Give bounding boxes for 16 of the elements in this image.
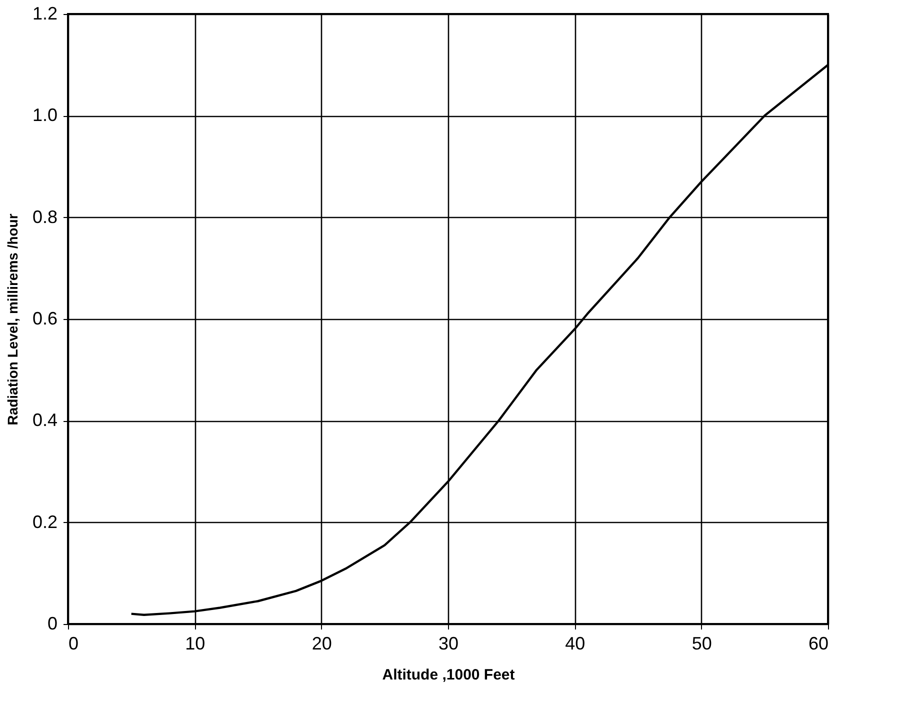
y-tick-label: 0.6 [32,308,58,328]
x-tick-label: 40 [565,634,586,654]
x-tick-label: 0 [68,634,79,654]
x-axis-title: Altitude ,1000 Feet [382,666,515,684]
y-tick-label: 0.8 [32,206,58,227]
x-tick-label: 10 [185,634,206,654]
y-tick-label: 0.4 [32,410,58,430]
y-tick-label: 0.2 [32,512,58,532]
x-tick-label: 60 [808,634,828,654]
x-tick-label: 50 [692,634,712,654]
x-tick-label: 20 [312,634,332,654]
y-tick-label: 1.2 [32,4,58,24]
y-tick-label: 1.0 [32,105,58,126]
y-tick-label: 0 [47,614,58,634]
y-axis-title: Radiation Level, millirems /hour [4,213,20,426]
x-tick-label: 30 [438,634,459,654]
